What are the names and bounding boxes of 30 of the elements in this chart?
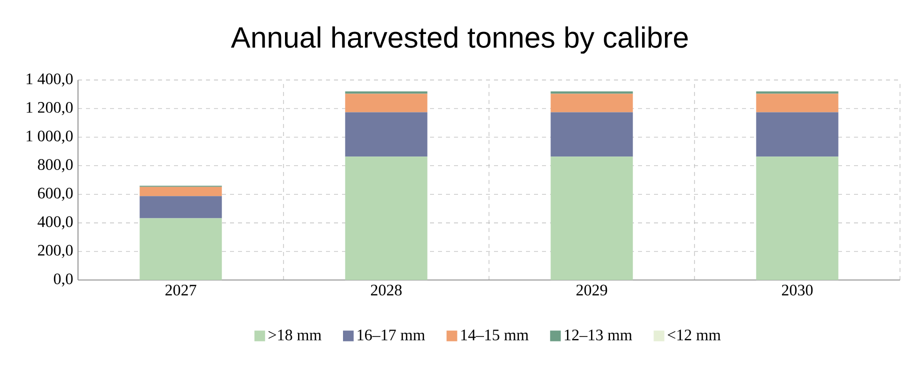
chart-title: Annual harvested tonnes by calibre xyxy=(230,26,688,54)
bar xyxy=(140,186,222,196)
y-tick-label: 1 200,0 xyxy=(26,102,73,116)
y-tick-label: 200,0 xyxy=(38,244,73,258)
bar xyxy=(756,156,838,280)
legend-label: <12 mm xyxy=(668,330,721,340)
bar xyxy=(345,94,428,112)
bar xyxy=(550,94,633,112)
legend-label: >18 mm xyxy=(268,330,322,340)
y-tick-label: 1 000,0 xyxy=(26,130,73,144)
legend-label: 14–15 mm xyxy=(461,330,529,340)
bar xyxy=(756,94,838,112)
y-tick-label: 600,0 xyxy=(38,188,73,201)
bar xyxy=(756,112,838,157)
x-tick-label: 2030 xyxy=(782,284,813,296)
x-tick-label: 2028 xyxy=(370,284,402,296)
x-tick-label: 2029 xyxy=(576,284,608,296)
x-tick-label: 2027 xyxy=(165,284,196,296)
legend-label: 16–17 mm xyxy=(358,330,425,340)
y-tick-label: 1 400,0 xyxy=(26,73,73,87)
bar xyxy=(550,112,633,157)
legend-label: 12–13 mm xyxy=(564,330,632,340)
bar xyxy=(345,112,428,157)
y-tick-label: 0,0 xyxy=(54,273,73,287)
bar xyxy=(550,156,633,280)
bar xyxy=(140,218,222,280)
bar xyxy=(140,196,222,218)
y-tick-label: 800,0 xyxy=(38,159,73,172)
y-tick-label: 400,0 xyxy=(38,216,73,230)
bar xyxy=(345,156,428,280)
